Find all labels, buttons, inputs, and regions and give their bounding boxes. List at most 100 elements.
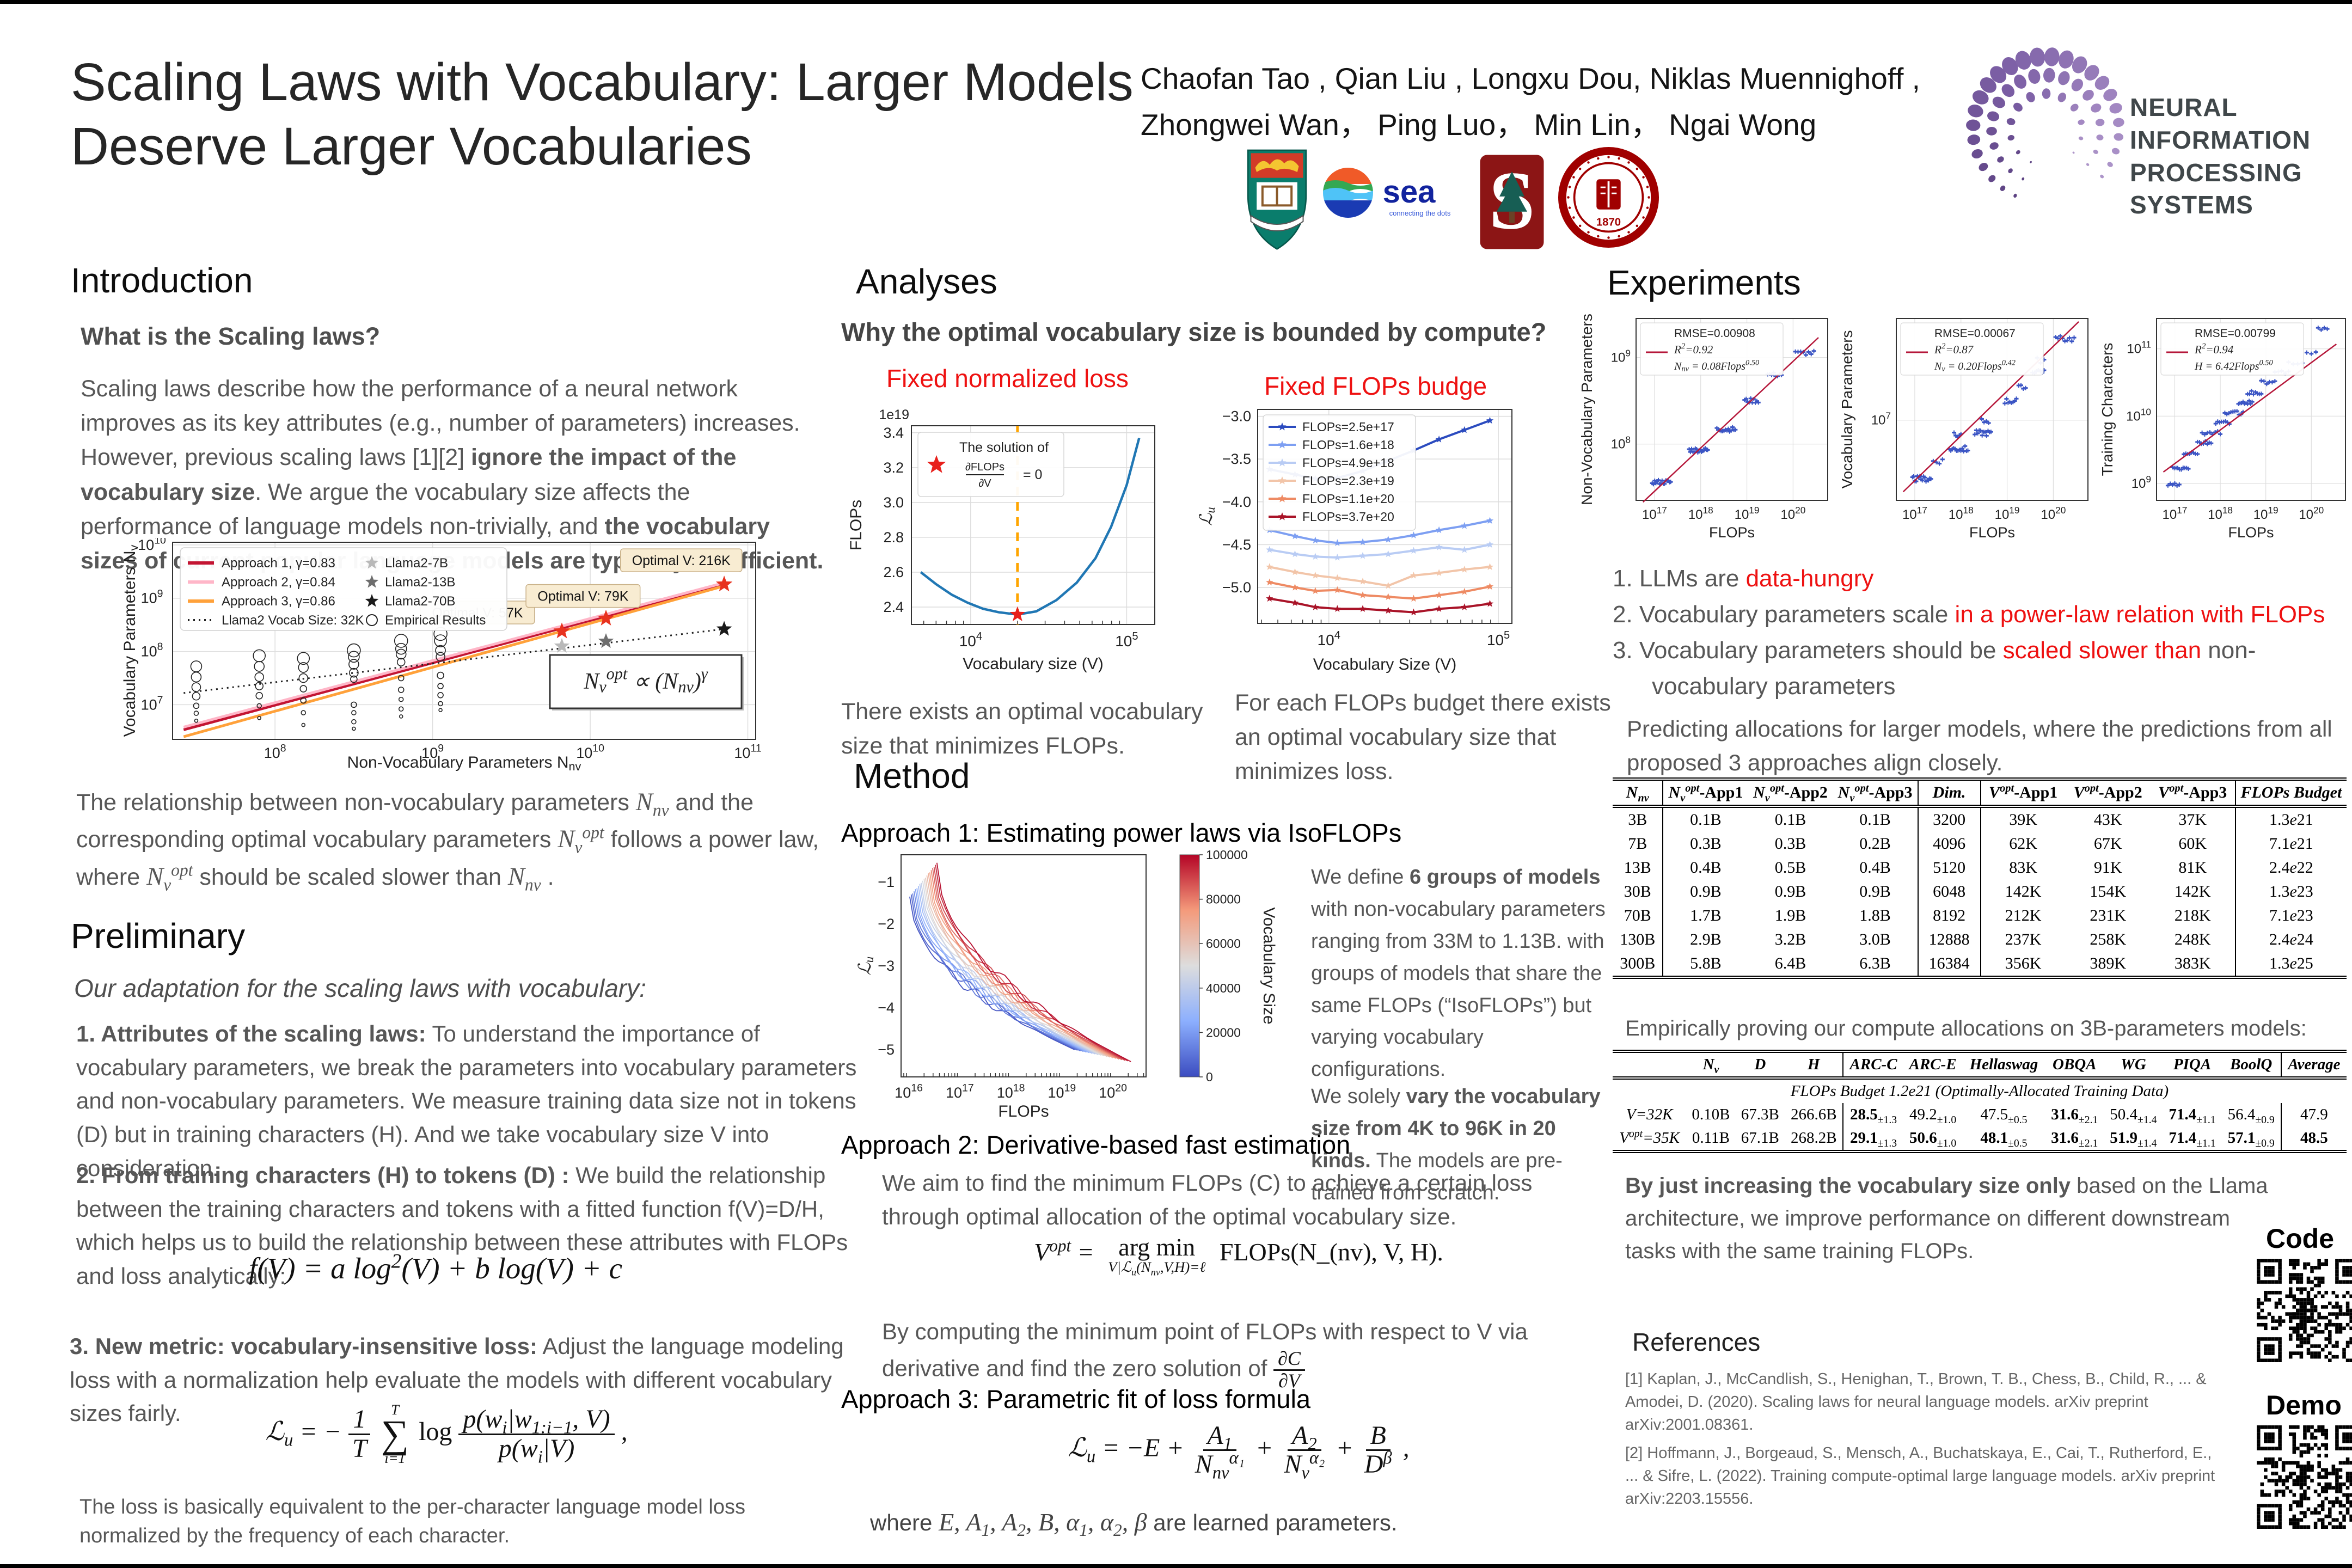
- text-segment: data-hungry: [1745, 565, 1874, 592]
- svg-text:FLOPs=4.9e+18: FLOPs=4.9e+18: [1302, 456, 1394, 470]
- svg-text:−3.5: −3.5: [1222, 451, 1251, 467]
- table1-cell: 0.9B: [1774, 883, 1806, 901]
- svg-text:FLOPs: FLOPs: [998, 1102, 1049, 1120]
- table1-cell: 16384: [1918, 952, 1981, 977]
- svg-text:108: 108: [141, 641, 163, 659]
- text-segment: Nvopt: [558, 823, 604, 857]
- authors: Chaofan Tao , Qian Liu , Longxu Dou, Nik…: [1141, 56, 1968, 149]
- loss3-f1: A1 Nnvα₁: [1195, 1421, 1245, 1483]
- text-segment: By just increasing the vocabulary size o…: [1625, 1174, 2071, 1198]
- svg-text:Approach 3, γ=0.86: Approach 3, γ=0.86: [222, 594, 335, 609]
- svg-text:−2: −2: [878, 916, 895, 932]
- table1-cell: 212K: [2005, 906, 2042, 924]
- svg-text:1018: 1018: [1949, 505, 1974, 522]
- findings-list: 1. LLMs are data-hungry 2. Vocabulary pa…: [1613, 561, 2345, 705]
- svg-text:1010: 1010: [138, 538, 166, 553]
- table2-score: 29.1±1.3: [1849, 1129, 1897, 1149]
- svg-text:−1: −1: [878, 874, 895, 890]
- neurips-text-2: PROCESSING SYSTEMS: [2130, 158, 2302, 219]
- table1-cell: 0.1B: [1833, 806, 1919, 832]
- text-segment: 3. Vocabulary parameters should be: [1613, 637, 2003, 664]
- svg-text:connecting the dots: connecting the dots: [1389, 209, 1451, 217]
- svg-text:FLOPs=1.1e+20: FLOPs=1.1e+20: [1302, 492, 1394, 506]
- top-border: [0, 0, 2352, 4]
- table1-cell: 0.1B: [1690, 811, 1722, 829]
- text-segment: with non-vocabulary parameters ranging f…: [1311, 897, 1606, 1081]
- table1-cell: 91K: [2093, 859, 2122, 877]
- svg-text:1020: 1020: [2299, 505, 2324, 522]
- svg-text:R2=0.92: R2=0.92: [1674, 342, 1713, 356]
- where-pre: where: [870, 1510, 939, 1535]
- text-segment: 1. Attributes of the scaling laws:: [76, 1021, 426, 1046]
- svg-text:2.8: 2.8: [883, 529, 904, 546]
- table1-cell: 1.3e21: [2269, 811, 2313, 829]
- loss-vs-vocab-chart: 104 105 −3.0 −3.5 −4.0 −4.5 −5.0 FLOPs=2.5e+17 F…: [1197, 408, 1512, 673]
- argmin-lhs: Vopt =: [1034, 1236, 1094, 1266]
- svg-text:Non-Vocabulary Parameters Nnv: Non-Vocabulary Parameters Nnv: [347, 754, 581, 772]
- text-segment: To understand the importance of vocabula…: [76, 1021, 857, 1181]
- title-line-2: Deserve Larger Vocabularies: [71, 117, 752, 176]
- reference-2: [2] Hoffmann, J., Borgeaud, S., Mensch, …: [1625, 1444, 2215, 1508]
- svg-text:80000: 80000: [1206, 892, 1241, 906]
- table1-cell: 383K: [2150, 952, 2236, 977]
- svg-text:Vocabulary size (V): Vocabulary size (V): [963, 655, 1103, 673]
- allocation-table: Nnv Nvopt-App1 Nvopt-App2 Nvopt-App3 Dim. Vop…: [1613, 777, 2347, 979]
- text-segment: 3. New metric: vocabulary-insensitive lo…: [70, 1333, 537, 1359]
- loss3-lhs: ℒu = −E +: [1068, 1433, 1184, 1467]
- svg-text:20000: 20000: [1206, 1025, 1241, 1039]
- approach1-title: Approach 1: Estimating power laws via Is…: [841, 818, 1402, 847]
- table1-cell: 142K: [2150, 880, 2236, 904]
- text-segment: in a power-law relation with FLOPs: [1955, 601, 2325, 628]
- section-analyses: Analyses: [856, 262, 997, 301]
- svg-text:Vocabulary Parameters Nv: Vocabulary Parameters Nv: [121, 544, 140, 737]
- where-line: where E, A1, A2, B, α1, α2, β are learne…: [870, 1504, 1578, 1541]
- table1-cell: 231K: [2090, 906, 2126, 924]
- svg-text:Nvopt ∝ (Nnv)γ: Nvopt ∝ (Nnv)γ: [583, 664, 708, 696]
- text-segment: and the corresponding optimal vocabulary…: [76, 789, 754, 853]
- section-preliminary: Preliminary: [71, 916, 246, 955]
- table1-cell: 0.2B: [1833, 832, 1919, 856]
- lu-lhs: ℒu = −: [265, 1417, 342, 1450]
- table1-header: Vopt-App1: [1989, 782, 2058, 801]
- authors-line-2: Zhongwei Wan， Ping Luo， Min Lin， Ngai Wo…: [1141, 108, 1817, 142]
- table1-cell: 142K: [2005, 883, 2042, 901]
- text-segment: Nnv: [635, 788, 669, 820]
- svg-text:FLOPs: FLOPs: [847, 500, 865, 550]
- svg-text:Empirical Results: Empirical Results: [385, 613, 486, 628]
- hku-logo: [1247, 149, 1307, 250]
- osu-logo: 1870: [1558, 147, 1659, 248]
- flops-vs-vocab-chart: 104 105 2.4 2.6 2.8 3.0 3.2 3.4 1e19 The solution…: [847, 407, 1155, 673]
- intro-question: What is the Scaling laws?: [81, 322, 381, 350]
- table1-cell: 2.4e24: [2269, 930, 2313, 948]
- table2-header: Hellaswag: [1969, 1056, 2038, 1073]
- predicting-text: Predicting allocations for larger models…: [1627, 716, 2332, 775]
- lu-sum: T ∑ i=1: [381, 1401, 409, 1466]
- fv-formula: f(V) = a log2(V) + b log(V) + c: [163, 1251, 708, 1285]
- analyses-question: Why the optimal vocabulary size is bound…: [841, 317, 1547, 346]
- table1-cell: 7.1e23: [2269, 906, 2313, 924]
- finding-2: 2. Vocabulary parameters scale in a powe…: [1613, 597, 2345, 633]
- table2-rowlabel: V=32K: [1626, 1106, 1673, 1123]
- svg-text:ℒu: ℒu: [1197, 507, 1217, 526]
- svg-text:−3: −3: [878, 958, 895, 974]
- text-segment: Nnv: [507, 862, 541, 894]
- table1-cell: 3.0B: [1833, 928, 1919, 952]
- preliminary-item-1: 1. Attributes of the scaling laws: To un…: [76, 1017, 860, 1185]
- where-math: E, A1, A2, B, α1, α2, β: [939, 1508, 1147, 1540]
- table2-score: 31.6±2.1: [2051, 1129, 2098, 1149]
- table1-header: Nvopt-App1: [1668, 782, 1743, 804]
- svg-text:Training Characters: Training Characters: [2099, 343, 2116, 476]
- svg-text:FLOPs=1.6e+18: FLOPs=1.6e+18: [1302, 438, 1394, 452]
- svg-text:1017: 1017: [946, 1082, 974, 1101]
- table2-score: 57.1±0.9: [2227, 1129, 2275, 1149]
- table1-cell: 1.3e25: [2269, 954, 2313, 972]
- bottom-border: [0, 1564, 2352, 1568]
- table1-cell: 37K: [2150, 806, 2236, 832]
- svg-text:RMSE=0.00799: RMSE=0.00799: [2195, 327, 2276, 340]
- table1-cell: 248K: [2150, 928, 2236, 952]
- lu-bigfrac: p(wi|w1:i−1, V) p(wi|V): [458, 1405, 615, 1466]
- table2-header: WG: [2121, 1056, 2146, 1073]
- table2-header: ARC-E: [1909, 1056, 1957, 1073]
- svg-text:2.6: 2.6: [883, 564, 904, 580]
